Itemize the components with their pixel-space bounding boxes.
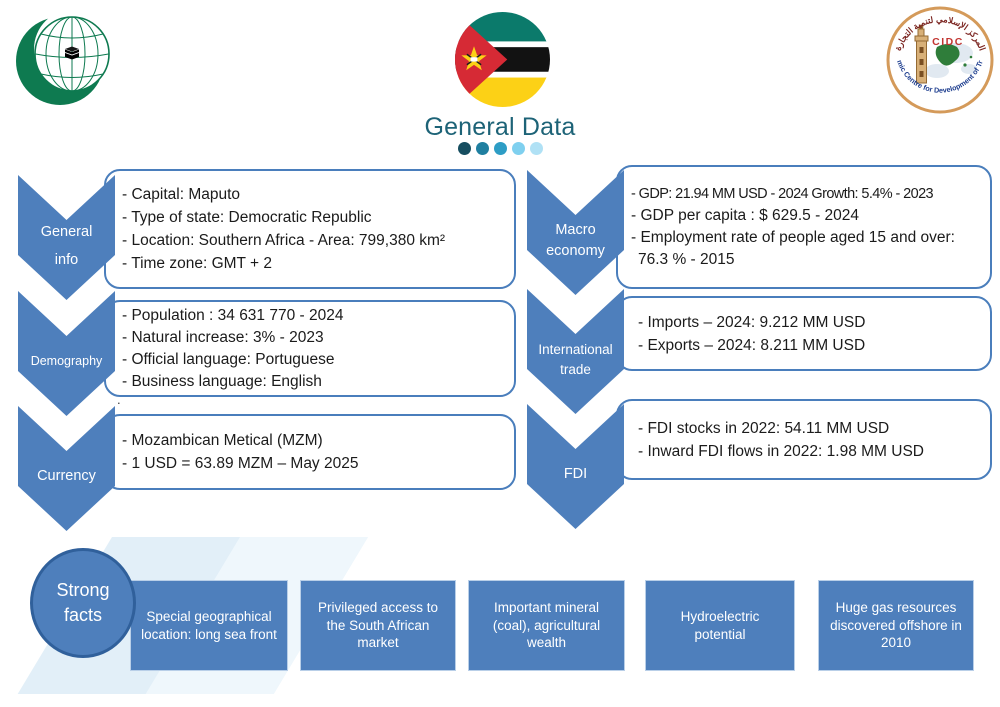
box-demography: - Population : 34 631 770 - 2024 - Natur… [104,300,516,397]
stray-mark: . [117,392,121,407]
chevron-macro-economy: Macro economy [527,170,624,295]
mozambique-flag-icon [455,12,550,107]
info-line: - Population : 34 631 770 - 2024 [122,306,344,324]
fact-box-gas-resources: Huge gas resources discovered offshore i… [818,580,974,671]
cidc-logo-icon: المركز الإسلامي لتنمية التجارة CIDC Isla… [883,0,994,114]
info-line: - Mozambican Metical (MZM) [122,432,323,449]
info-line: - Official language: Portuguese [122,350,335,368]
info-line: - 1 USD = 63.89 MZM – May 2025 [122,455,359,472]
chevron-currency: Currency [18,406,115,531]
chevron-label: Currency [37,467,96,484]
info-line: - FDI stocks in 2022: 54.11 MM USD [638,419,890,437]
minaret-tower-icon [914,24,929,84]
chevron-label: Demography [30,354,103,369]
progress-dots [0,142,1000,155]
chevron-label: International trade [538,341,613,377]
fact-box-mineral-wealth: Important mineral (coal), agricultural w… [468,580,625,671]
dot-4-icon [511,142,525,155]
chevron-international-trade: International trade [527,289,624,414]
dot-3-icon [493,142,507,155]
info-line: 76.3 % - 2015 [638,251,735,268]
dot-1-icon [457,142,471,155]
info-line: - Exports – 2024: 8.211 MM USD [638,336,866,354]
info-line: - GDP per capita : $ 629.5 - 2024 [631,207,860,224]
fact-box-hydroelectric: Hydroelectric potential [645,580,795,671]
dot-2-icon [475,142,489,155]
box-international-trade: - Imports – 2024: 9.212 MM USD - Exports… [616,296,992,371]
fact-box-market-access: Privileged access to the South African m… [300,580,456,671]
info-line: - Type of state: Democratic Republic [122,209,372,226]
info-line: - Time zone: GMT + 2 [122,255,273,272]
info-line: - Location: Southern Africa - Area: 799,… [122,232,446,249]
box-macro-economy: - GDP: 21.94 MM USD - 2024 Growth: 5.4% … [616,165,992,289]
box-fdi: - FDI stocks in 2022: 54.11 MM USD - Inw… [616,399,992,480]
strong-facts-circle: Strong facts [30,548,136,658]
info-line: - Inward FDI flows in 2022: 1.98 MM USD [638,442,924,460]
chevron-label: General info [40,223,93,268]
fact-box-geography: Special geographical location: long sea … [130,580,288,671]
oic-logo [15,8,115,110]
info-line: - Business language: English [122,372,322,390]
chevron-demography: Demography [18,291,115,416]
info-line: - GDP: 21.94 MM USD - 2024 Growth: 5.4% … [631,186,934,202]
info-line: - Imports – 2024: 9.212 MM USD [638,313,866,331]
mozambique-flag-logo [455,12,550,112]
chevron-fdi: FDI [527,404,624,529]
page-title: General Data [424,113,576,141]
box-general-info: - Capital: Maputo - Type of state: Democ… [104,169,516,289]
info-line: - Employment rate of people aged 15 and … [631,229,955,246]
strong-facts-label: Strong [56,580,110,600]
dot-5-icon [529,142,543,155]
strong-facts-label: facts [63,605,102,625]
info-line: - Capital: Maputo [122,186,241,203]
oic-crescent-globe-icon [16,9,114,105]
chevron-general-info: General info [18,175,115,300]
info-line: - Natural increase: 3% - 2023 [122,328,324,346]
cidc-logo: المركز الإسلامي لتنمية التجارة CIDC Isla… [883,0,995,120]
chevron-label: Macro economy [546,221,605,259]
chevron-label: FDI [563,465,588,482]
cidc-acronym: CIDC [932,36,964,48]
box-currency: - Mozambican Metical (MZM) - 1 USD = 63.… [104,414,516,490]
